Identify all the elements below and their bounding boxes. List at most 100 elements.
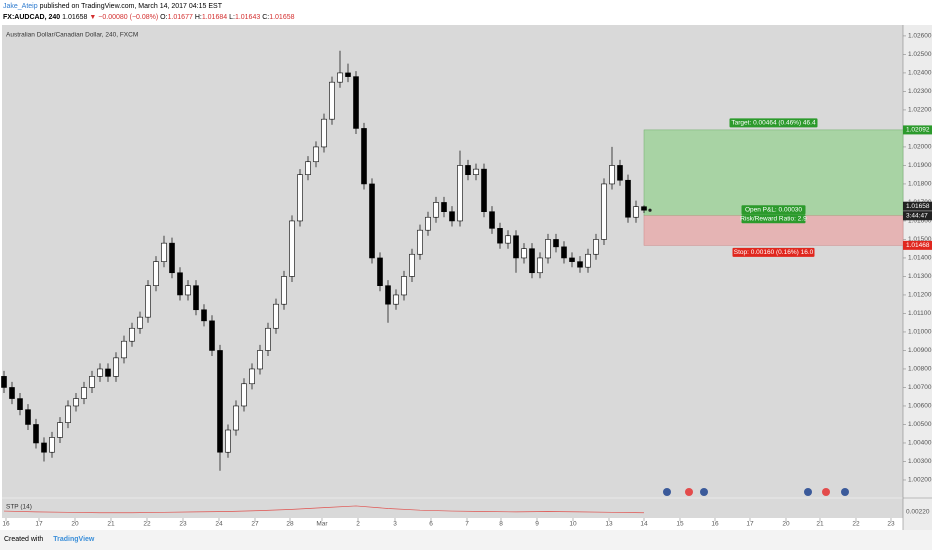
y-tick-label: 1.01300 <box>908 273 932 280</box>
candle-body <box>209 320 215 351</box>
created: Created with <box>4 536 44 543</box>
x-tick-label: 23 <box>887 521 895 528</box>
x-tick-label: Mar <box>316 521 328 528</box>
candle-body <box>129 327 135 342</box>
candle-body <box>569 257 575 262</box>
event-icon <box>804 488 812 496</box>
y-tick-label: 1.00500 <box>908 421 932 428</box>
candle-body <box>169 242 175 274</box>
stop-price-box <box>903 240 932 250</box>
y-tick-label: 1.01500 <box>908 236 932 243</box>
x-tick-label: 13 <box>605 521 613 528</box>
x-tick-label: 3 <box>393 521 397 528</box>
candle-body <box>281 276 287 305</box>
x-tick-label: 21 <box>816 521 824 528</box>
x-tick-label: 24 <box>215 521 223 528</box>
candle-body <box>73 398 79 407</box>
pnl-label: Open P&L: 0.00030 <box>745 206 802 213</box>
y-tick-label: 1.01100 <box>908 310 931 317</box>
change-value: −0.00080 (−0.08%) <box>98 14 159 21</box>
y-tick-label: 1.02400 <box>908 70 932 77</box>
o: O: <box>160 14 168 21</box>
y-tick-label: 1.01200 <box>908 292 932 299</box>
y-tick-label: 1.00700 <box>908 384 932 391</box>
candle-body <box>505 235 511 244</box>
x-tick-label: 2 <box>356 521 360 528</box>
profit-zone <box>643 129 904 217</box>
candle-body <box>257 350 263 370</box>
header: Jake_Ateip published on TradingView.com,… <box>0 0 932 25</box>
candle-body <box>177 272 183 296</box>
candle-body <box>33 424 39 444</box>
candle-body <box>465 165 471 175</box>
candle-body <box>321 118 327 148</box>
y-tick-label: 1.02600 <box>908 33 932 40</box>
candle-body <box>185 285 191 296</box>
event-icon <box>685 488 693 496</box>
candle-body <box>401 276 407 296</box>
last-marker <box>648 208 652 212</box>
rr-label: Risk/Reward Ratio: 2.9 <box>740 215 807 222</box>
chart: Australian Dollar/Canadian Dollar, 240, … <box>1 25 932 530</box>
x-tick-label: 7 <box>465 521 469 528</box>
candle-body <box>441 202 447 212</box>
indicator-pane <box>2 499 903 518</box>
candle-body <box>593 239 599 255</box>
x-tick-label: 23 <box>179 521 187 528</box>
candle-body <box>609 165 615 185</box>
event-icon <box>663 488 671 496</box>
candle-body <box>633 206 639 218</box>
candle-body <box>201 309 207 322</box>
target-price: 1.02092 <box>906 127 930 134</box>
candle-body <box>513 235 519 259</box>
x-tick-label: 10 <box>569 521 577 528</box>
candle-body <box>489 211 495 229</box>
last: 1.01658 <box>62 14 88 21</box>
y-tick-label: 1.00200 <box>908 477 932 484</box>
candle-body <box>249 368 255 385</box>
change: ▼ −0.00080 (−0.08%) <box>89 14 159 21</box>
y-tick-label: 1.01800 <box>908 181 932 188</box>
y-tick-label: 1.02500 <box>908 51 932 58</box>
candle-body <box>65 405 71 423</box>
brand[interactable]: TradingView <box>53 536 95 543</box>
candle-body <box>113 357 119 377</box>
last-price-box <box>903 201 932 211</box>
candle-body <box>353 76 359 129</box>
candle-body <box>537 257 543 274</box>
candle-body <box>273 303 279 329</box>
countdown-box <box>903 211 932 221</box>
y-tick-label: 1.01900 <box>908 162 932 169</box>
candle-body <box>369 183 375 259</box>
author[interactable]: Jake_Ateip <box>3 3 38 10</box>
candle-body <box>481 168 487 212</box>
candle-body <box>409 253 415 277</box>
chart-legend: Australian Dollar/Canadian Dollar, 240, … <box>6 32 138 39</box>
y-tick-label: 1.02200 <box>908 107 932 114</box>
event-icon <box>841 488 849 496</box>
pnl-label-box <box>741 205 806 215</box>
candle-body <box>121 340 127 359</box>
symbol: FX:AUDCAD, 240 <box>3 14 61 21</box>
event-icon <box>822 488 830 496</box>
x-tick-label: 27 <box>251 521 259 528</box>
x-tick-label: 22 <box>143 521 151 528</box>
indicator-name: STP (14) <box>6 504 32 511</box>
candle-body <box>233 405 239 431</box>
candle-body <box>41 442 47 453</box>
main-pane <box>2 25 903 497</box>
candle-body <box>161 242 167 262</box>
candle-body <box>553 239 559 248</box>
c: C: <box>262 14 270 21</box>
event-icons <box>663 488 849 496</box>
candle-body <box>17 398 23 410</box>
indicator-line <box>3 505 645 514</box>
x-tick-label: 6 <box>429 521 433 528</box>
h: H: <box>194 14 202 21</box>
candle-body <box>81 387 87 399</box>
candle-body <box>545 239 551 259</box>
candle-body <box>473 168 479 175</box>
candle-body <box>9 387 15 399</box>
l-value: 1.01643 <box>234 14 261 21</box>
candle-body <box>577 261 583 268</box>
